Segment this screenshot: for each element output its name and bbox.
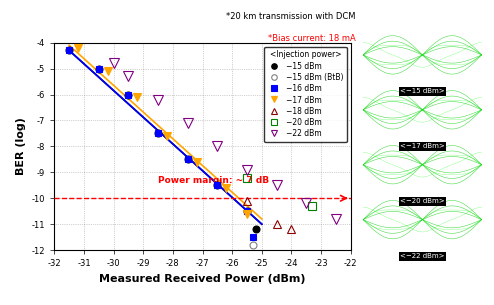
Text: *20 km transmission with DCM: *20 km transmission with DCM <box>226 12 356 21</box>
Text: <−15 dBm>: <−15 dBm> <box>400 88 445 95</box>
Y-axis label: BER (log): BER (log) <box>16 117 26 175</box>
Text: Power margin: ~ 7 dB: Power margin: ~ 7 dB <box>158 176 269 185</box>
Text: <−17 dBm>: <−17 dBm> <box>400 143 445 149</box>
Text: <−22 dBm>: <−22 dBm> <box>400 253 445 259</box>
Text: <−20 dBm>: <−20 dBm> <box>400 198 445 204</box>
X-axis label: Measured Received Power (dBm): Measured Received Power (dBm) <box>99 274 306 284</box>
Legend: −15 dBm, −15 dBm (BtB), −16 dBm, −17 dBm, −18 dBm, −20 dBm, −22 dBm: −15 dBm, −15 dBm (BtB), −16 dBm, −17 dBm… <box>264 47 347 142</box>
Text: *Bias current: 18 mA: *Bias current: 18 mA <box>268 34 356 43</box>
